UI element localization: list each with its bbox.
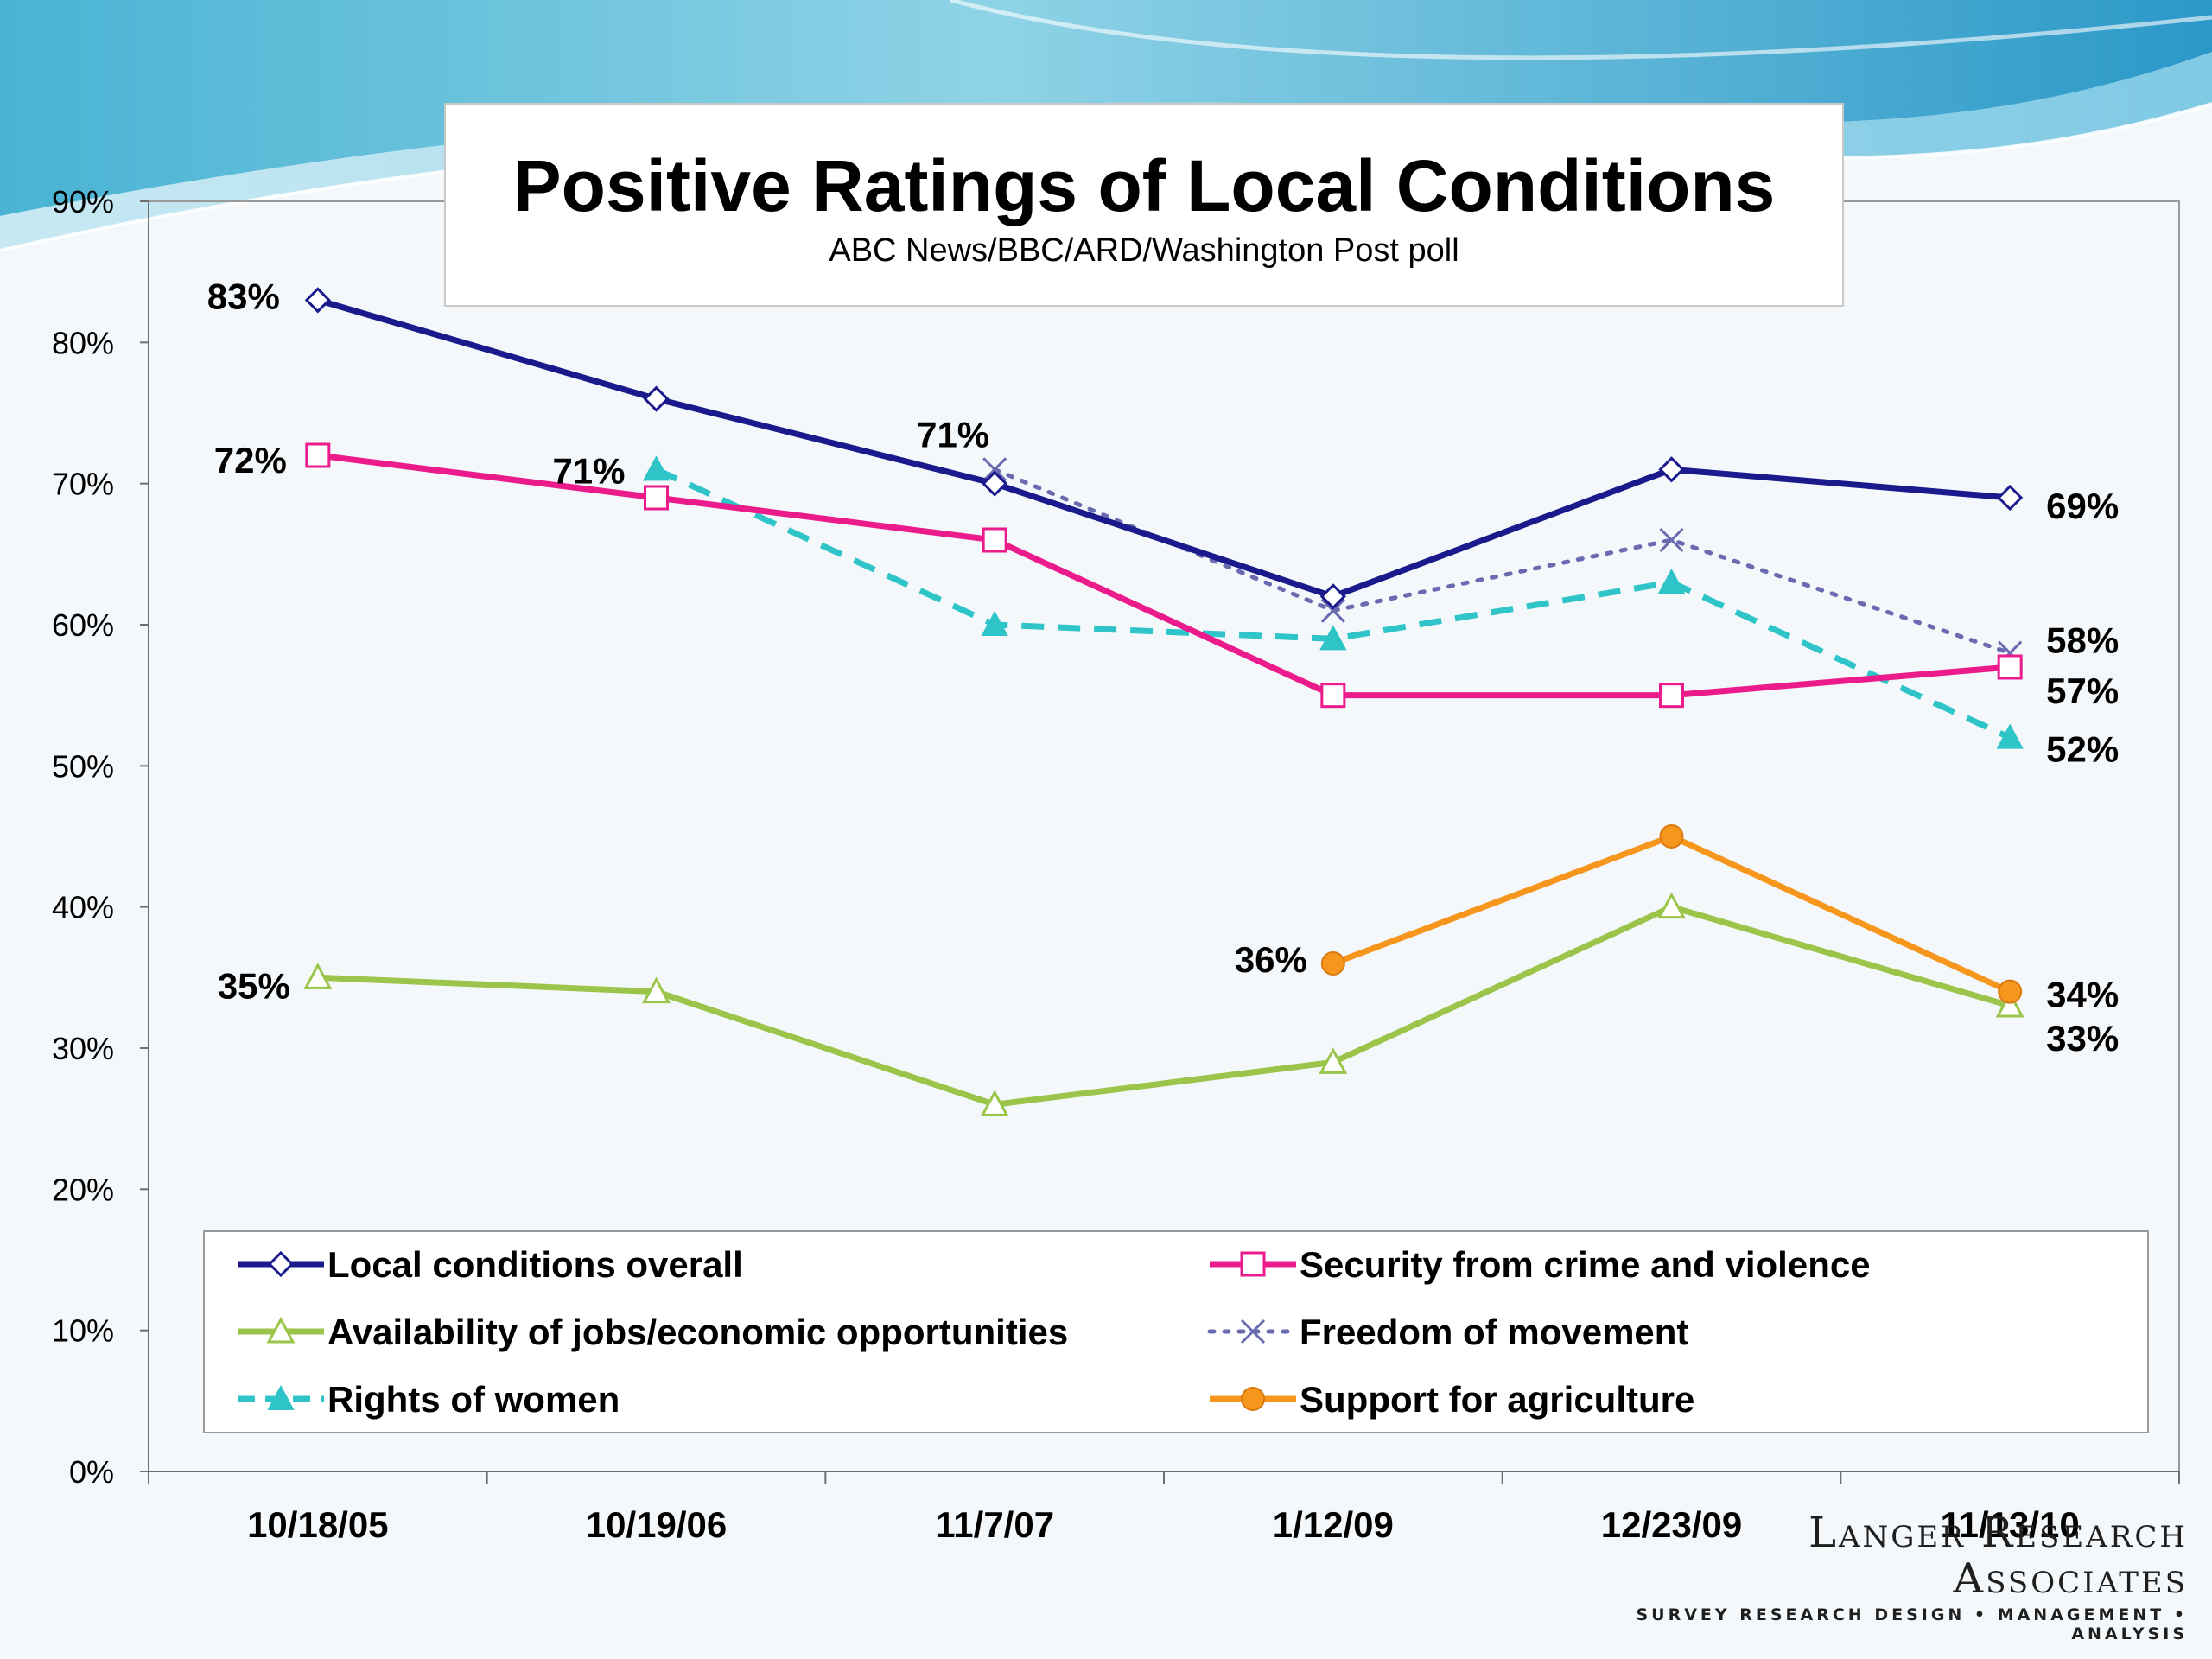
data-point-support-for-agriculture: [1998, 979, 2023, 1004]
legend-label: Freedom of movement: [1300, 1312, 1688, 1352]
data-point-availability-of-jobs-economic-opportunities: [980, 1090, 1009, 1116]
data-label-availability-of-jobs-economic-opportunities: 35%: [218, 965, 290, 1006]
x-marker-stroke: [1320, 598, 1345, 623]
data-point-security-from-crime-and-violence: [644, 485, 669, 511]
x-marker-stroke: [1240, 1319, 1266, 1344]
legend-box: [203, 1230, 2149, 1433]
y-tick-label: 70%: [52, 467, 114, 502]
data-label-availability-of-jobs-economic-opportunities: 33%: [2046, 1018, 2119, 1058]
data-point-availability-of-jobs-economic-opportunities: [641, 976, 671, 1004]
series-rights-of-women: [642, 455, 2024, 749]
data-point-availability-of-jobs-economic-opportunities: [303, 963, 333, 989]
legend-item-local-conditions-overall: Local conditions overall: [238, 1244, 743, 1285]
series-line-availability-of-jobs-economic-opportunities: [317, 904, 2012, 1108]
chart-title-box: Positive Ratings of Local Conditions ABC…: [444, 103, 1844, 307]
data-point-security-from-crime-and-violence: [1320, 683, 1346, 709]
legend-swatch-marker: [1241, 1387, 1265, 1411]
x-marker-stroke: [982, 457, 1007, 482]
data-point-freedom-of-movement: [982, 457, 1007, 482]
data-label-security-from-crime-and-violence: 57%: [2046, 671, 2119, 711]
data-point-local-conditions-overall: [643, 385, 670, 412]
logo-name: Langer Research Associates: [1808, 1509, 2188, 1604]
legend-label: Support for agriculture: [1300, 1379, 1694, 1420]
legend-swatch-marker: [267, 1384, 295, 1410]
legend-item-availability-of-jobs-economic-opportunities: Availability of jobs/economic opportunit…: [238, 1312, 1068, 1352]
data-point-rights-of-women: [1657, 568, 1686, 594]
data-point-security-from-crime-and-violence: [305, 442, 331, 468]
y-tick-label: 50%: [52, 748, 114, 784]
data-point-rights-of-women: [1319, 625, 1347, 651]
data-label-freedom-of-movement: 58%: [2046, 620, 2119, 661]
data-point-security-from-crime-and-violence: [1997, 654, 2023, 680]
legend-item-freedom-of-movement: Freedom of movement: [1207, 1312, 1688, 1352]
series-local-conditions-overall: [304, 287, 2024, 610]
series-security-from-crime-and-violence: [305, 442, 2023, 709]
legend-item-rights-of-women: Rights of women: [238, 1379, 620, 1420]
data-point-availability-of-jobs-economic-opportunities: [1995, 990, 2024, 1018]
data-point-availability-of-jobs-economic-opportunities: [1319, 1047, 1348, 1074]
data-point-rights-of-women: [981, 610, 1008, 636]
x-tick-label: 10/19/06: [586, 1504, 728, 1545]
y-tick-label: 90%: [52, 184, 114, 219]
legend-item-security-from-crime-and-violence: Security from crime and violence: [1210, 1244, 1871, 1285]
legend-label: Security from crime and violence: [1300, 1244, 1871, 1285]
data-point-local-conditions-overall: [304, 287, 331, 314]
data-label-local-conditions-overall: 69%: [2046, 486, 2119, 526]
data-label-support-for-agriculture: 34%: [2046, 975, 2119, 1015]
x-tick-label: 11/13/10: [1941, 1504, 2080, 1545]
data-point-freedom-of-movement: [1320, 598, 1345, 623]
line-chart: 0% 10% 20% 30% 40% 50% 60% 70% 80% 90% 10/18/05 10/…: [52, 184, 2180, 1545]
y-tick-label: 20%: [52, 1172, 114, 1207]
data-label-security-from-crime-and-violence: 72%: [214, 440, 287, 480]
data-point-security-from-crime-and-violence: [982, 527, 1007, 553]
series-support-for-agriculture: [1320, 824, 2023, 1004]
company-logo: Langer Research Associates SURVEY RESEAR…: [1583, 1510, 2188, 1643]
data-point-local-conditions-overall: [1319, 583, 1346, 610]
data-point-local-conditions-overall: [1658, 456, 1685, 483]
data-point-support-for-agriculture: [1659, 824, 1684, 849]
legend-item-support-for-agriculture: Support for agriculture: [1210, 1379, 1694, 1420]
chart-title: Positive Ratings of Local Conditions: [512, 145, 1776, 226]
x-marker-stroke: [1659, 527, 1684, 553]
logo-tagline: SURVEY RESEARCH DESIGN • MANAGEMENT • AN…: [1636, 1605, 2188, 1643]
data-label-local-conditions-overall: 83%: [207, 276, 280, 316]
x-tick-label: 10/18/05: [247, 1504, 389, 1545]
data-point-local-conditions-overall: [982, 470, 1008, 497]
y-tick-label: 80%: [52, 325, 114, 360]
legend-swatch-marker: [1240, 1319, 1266, 1344]
series-line-local-conditions-overall: [316, 296, 2011, 600]
chart-subtitle: ABC News/BBC/ARD/Washington Post poll: [829, 232, 1459, 269]
data-point-availability-of-jobs-economic-opportunities: [1656, 892, 1687, 919]
x-tick-label: 12/23/09: [1601, 1504, 1743, 1545]
data-point-rights-of-women: [642, 455, 671, 481]
data-point-freedom-of-movement: [1659, 527, 1684, 553]
data-label-support-for-agriculture: 36%: [1235, 939, 1307, 980]
series-availability-of-jobs-economic-opportunities: [303, 892, 2024, 1116]
data-point-rights-of-women: [1996, 723, 2024, 749]
data-point-local-conditions-overall: [1997, 484, 2024, 512]
chart-legend: Local conditions overall Security from cr…: [203, 1230, 2149, 1433]
data-point-support-for-agriculture: [1320, 951, 1345, 976]
data-label-rights-of-women: 52%: [2046, 729, 2119, 770]
y-tick-label: 0%: [69, 1454, 114, 1490]
legend-label: Local conditions overall: [327, 1244, 743, 1285]
series-line-security-from-crime-and-violence: [317, 452, 2011, 699]
legend-label: Rights of women: [327, 1379, 620, 1420]
legend-label: Availability of jobs/economic opportunit…: [327, 1312, 1068, 1352]
data-label-freedom-of-movement: 71%: [917, 414, 989, 454]
y-tick-label: 30%: [52, 1031, 114, 1066]
legend-swatch-marker: [1240, 1251, 1266, 1277]
legend-swatch-marker: [267, 1250, 295, 1278]
data-label-rights-of-women: 71%: [552, 450, 625, 491]
x-tick-label: 1/12/09: [1273, 1504, 1394, 1545]
legend-swatch-marker: [266, 1316, 296, 1344]
y-tick-label: 60%: [52, 607, 114, 643]
x-tick-label: 11/7/07: [935, 1504, 1054, 1545]
data-point-security-from-crime-and-violence: [1659, 683, 1684, 709]
y-tick-label: 40%: [52, 890, 114, 925]
y-tick-label: 10%: [52, 1313, 114, 1349]
